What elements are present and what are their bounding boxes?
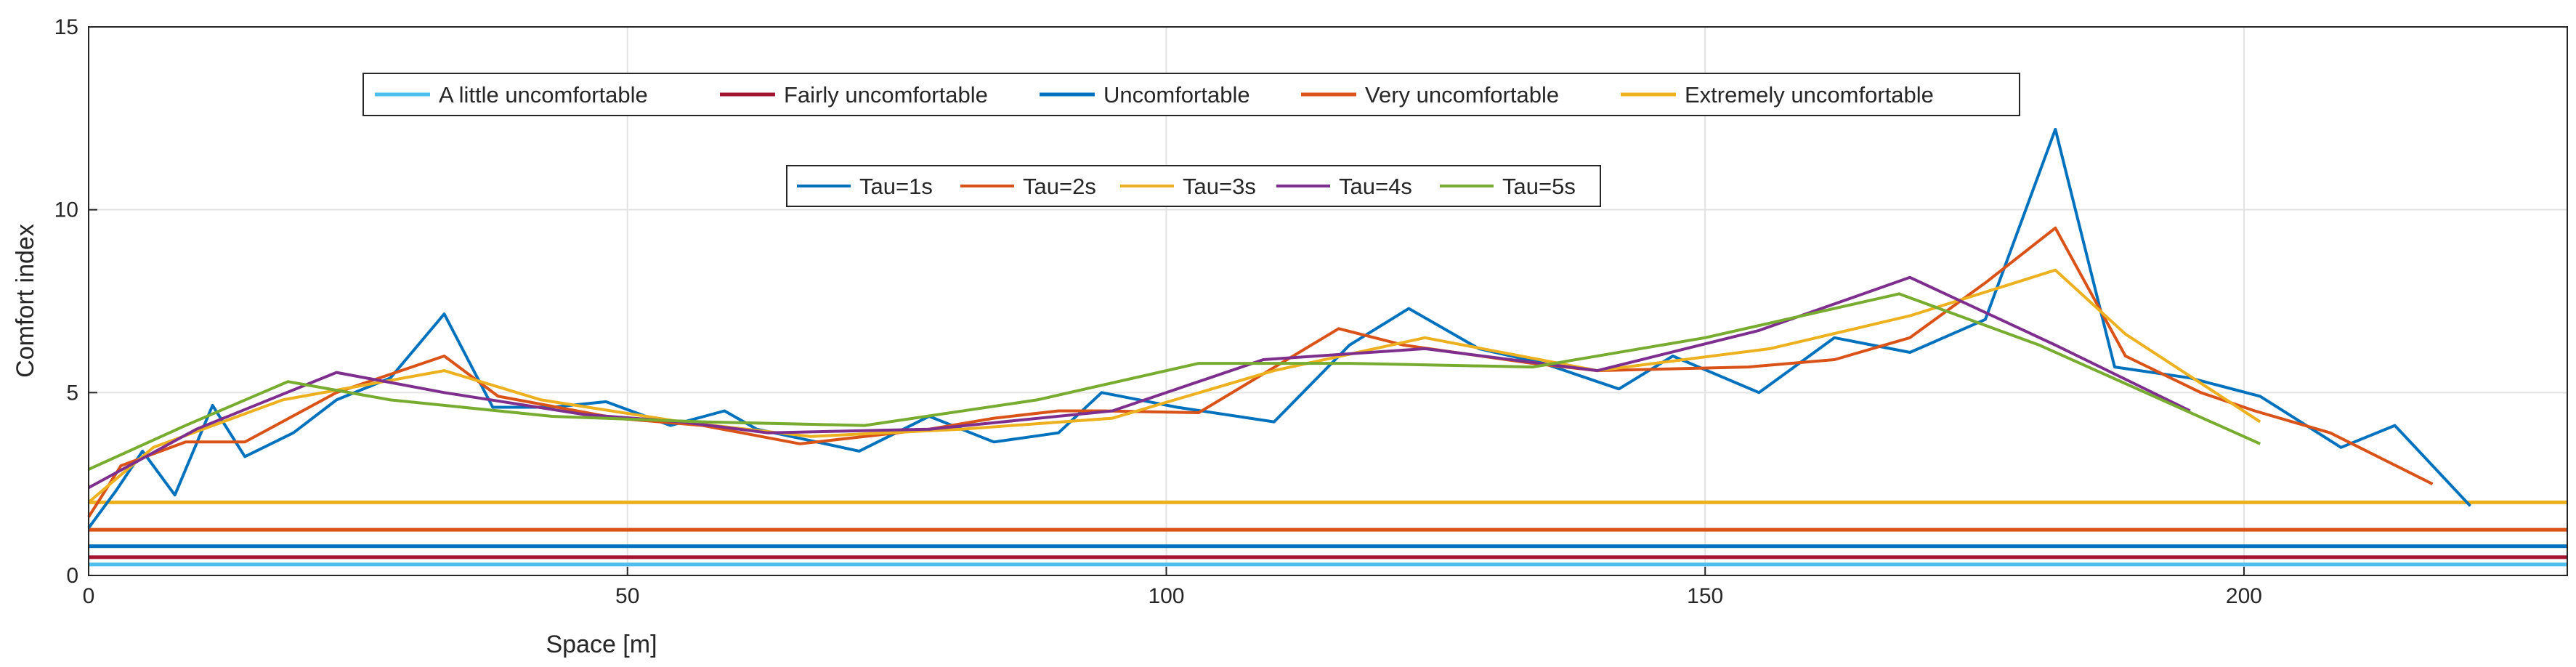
y-tick-label: 5 — [66, 381, 78, 405]
series-legend-label: Tau=5s — [1502, 174, 1576, 199]
series-legend-label: Tau=1s — [859, 174, 933, 199]
y-tick-label: 15 — [54, 15, 78, 39]
series-legend-label: Tau=2s — [1023, 174, 1096, 199]
plot-frame — [88, 26, 2568, 576]
series-line — [88, 275, 2191, 489]
series-lines — [87, 127, 2471, 529]
x-tick-label: 100 — [1148, 584, 1184, 608]
threshold-legend: A little uncomfortable Fairly uncomfortab… — [362, 73, 2020, 116]
threshold-legend-label: Extremely uncomfortable — [1685, 82, 1934, 108]
x-tick-label: 200 — [2226, 584, 2262, 608]
x-tick-label: 150 — [1687, 584, 1723, 608]
x-tick-label: 50 — [615, 584, 639, 608]
y-tick-label: 10 — [54, 198, 78, 222]
series-legend-label: Tau=4s — [1339, 174, 1412, 199]
series-line — [87, 226, 2434, 518]
series-legend: Tau=1s Tau=2s Tau=3s Tau=4s Tau=5s — [786, 165, 1601, 207]
series-line — [88, 292, 2261, 471]
threshold-legend-label: Uncomfortable — [1103, 82, 1250, 108]
plot-area — [89, 27, 2567, 575]
axis-ticks: 0 50 100 150 200 0 5 10 15 — [54, 15, 2262, 608]
y-axis-label: Comfort index — [12, 224, 39, 378]
x-axis-label: Space [m] — [546, 631, 657, 658]
y-tick-label: 0 — [66, 564, 78, 588]
threshold-legend-label: A little uncomfortable — [439, 82, 648, 108]
x-tick-label: 0 — [83, 584, 95, 608]
series-legend-label: Tau=3s — [1183, 174, 1256, 199]
threshold-legend-label: Very uncomfortable — [1365, 82, 1559, 108]
threshold-legend-box — [362, 73, 2020, 116]
threshold-legend-label: Fairly uncomfortable — [784, 82, 988, 108]
threshold-lines — [89, 500, 2567, 567]
